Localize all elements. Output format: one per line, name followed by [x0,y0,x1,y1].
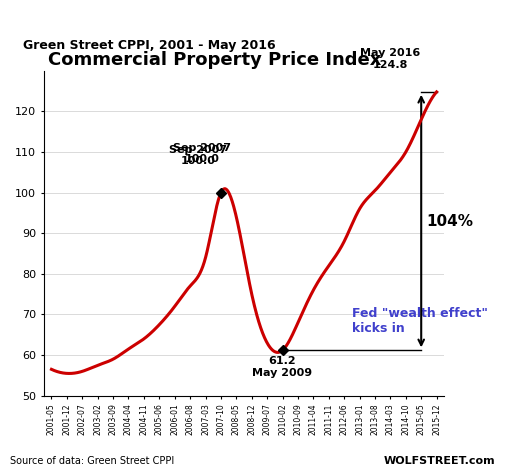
Text: WOLFSTREET.com: WOLFSTREET.com [383,456,495,466]
Text: 61.2
May 2009: 61.2 May 2009 [252,356,313,378]
Text: Fed "wealth effect"
kicks in: Fed "wealth effect" kicks in [352,307,488,334]
Text: Source of data: Green Street CPPI: Source of data: Green Street CPPI [10,456,174,466]
Text: May 2016
124.8: May 2016 124.8 [360,48,421,69]
Text: Commercial Property Price Index: Commercial Property Price Index [48,51,381,69]
Text: Sep 2007
100.0: Sep 2007 100.0 [173,143,231,164]
Text: 104%: 104% [426,213,473,228]
Text: Sep 2007
100.0: Sep 2007 100.0 [169,144,227,166]
Text: Green Street CPPI, 2001 - May 2016: Green Street CPPI, 2001 - May 2016 [23,39,275,52]
